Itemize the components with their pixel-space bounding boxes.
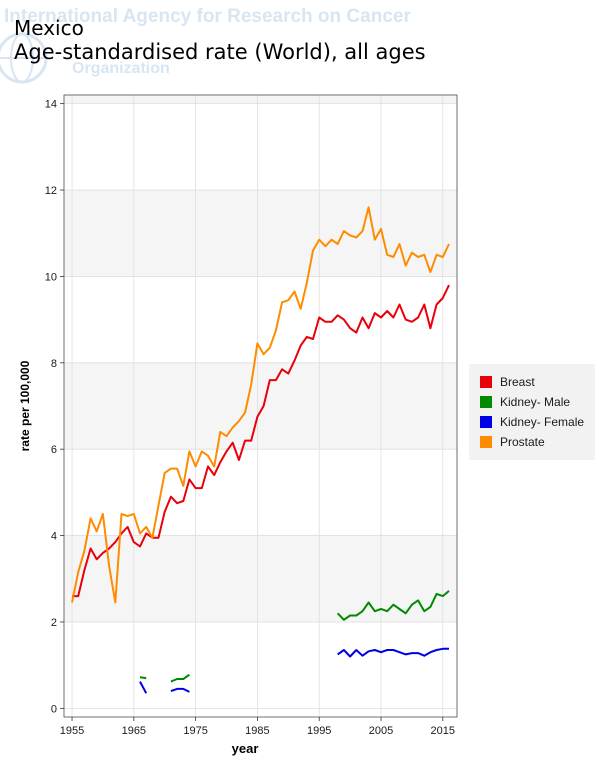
x-axis-label: year bbox=[232, 741, 259, 756]
iarc-watermark: International Agency for Research on Can… bbox=[0, 2, 411, 84]
series-line-kidney-female bbox=[139, 647, 449, 694]
chart-subtitle: Age-standardised rate (World), all ages bbox=[14, 40, 426, 64]
chart-legend: Breast Kidney- Male Kidney- Female Prost… bbox=[469, 364, 595, 460]
axis-ticks: 0 2 4 6 8 10 12 14 1955 1965 1975 1985 1995 2005 2015 bbox=[45, 99, 455, 737]
x-tick-label: 1975 bbox=[183, 725, 207, 737]
series-line-prostate bbox=[71, 206, 450, 604]
legend-label-prostate: Prostate bbox=[500, 435, 545, 449]
y-tick-label: 4 bbox=[51, 531, 57, 543]
legend-item-prostate: Prostate bbox=[480, 434, 545, 450]
legend-label-kidney-male: Kidney- Male bbox=[500, 395, 571, 409]
legend-label-kidney-female: Kidney- Female bbox=[500, 415, 585, 429]
globe-icon bbox=[0, 32, 48, 84]
gridlines bbox=[64, 95, 457, 717]
legend-item-kidney-female: Kidney- Female bbox=[480, 414, 584, 430]
x-tick-label: 2005 bbox=[369, 725, 393, 737]
series-lines bbox=[71, 206, 450, 694]
legend-swatch-breast bbox=[480, 376, 492, 388]
legend-item-breast: Breast bbox=[480, 374, 535, 390]
plot-band bbox=[64, 362, 457, 450]
y-tick-label: 6 bbox=[51, 444, 57, 456]
y-tick-label: 10 bbox=[45, 271, 57, 283]
chart-title: Mexico bbox=[14, 16, 84, 40]
legend-swatch-kidney-female bbox=[480, 416, 492, 428]
y-tick-label: 2 bbox=[51, 617, 57, 629]
x-tick-label: 1965 bbox=[122, 725, 146, 737]
plot-border bbox=[63, 94, 458, 718]
x-tick-label: 2015 bbox=[431, 725, 455, 737]
plot-band bbox=[64, 190, 457, 277]
y-tick-label: 12 bbox=[45, 185, 57, 197]
watermark-agency-name: International Agency for Research on Can… bbox=[4, 6, 411, 27]
legend-label-breast: Breast bbox=[500, 375, 535, 389]
y-tick-label: 0 bbox=[51, 703, 57, 715]
legend-swatch-prostate bbox=[480, 436, 492, 448]
y-axis-label: rate per 100,000 bbox=[18, 360, 32, 451]
x-tick-label: 1985 bbox=[245, 725, 269, 737]
series-line-breast bbox=[72, 284, 450, 598]
legend-swatch-kidney-male bbox=[480, 396, 492, 408]
y-tick-label: 14 bbox=[45, 99, 57, 111]
x-tick-label: 1995 bbox=[307, 725, 331, 737]
watermark-organization: Organization bbox=[72, 60, 170, 77]
y-tick-label: 8 bbox=[51, 358, 57, 370]
series-line-kidney-male bbox=[139, 590, 450, 683]
plot-background bbox=[64, 95, 457, 717]
x-tick-label: 1955 bbox=[60, 725, 84, 737]
plot-band bbox=[64, 95, 457, 104]
legend-item-kidney-male: Kidney- Male bbox=[480, 394, 570, 410]
